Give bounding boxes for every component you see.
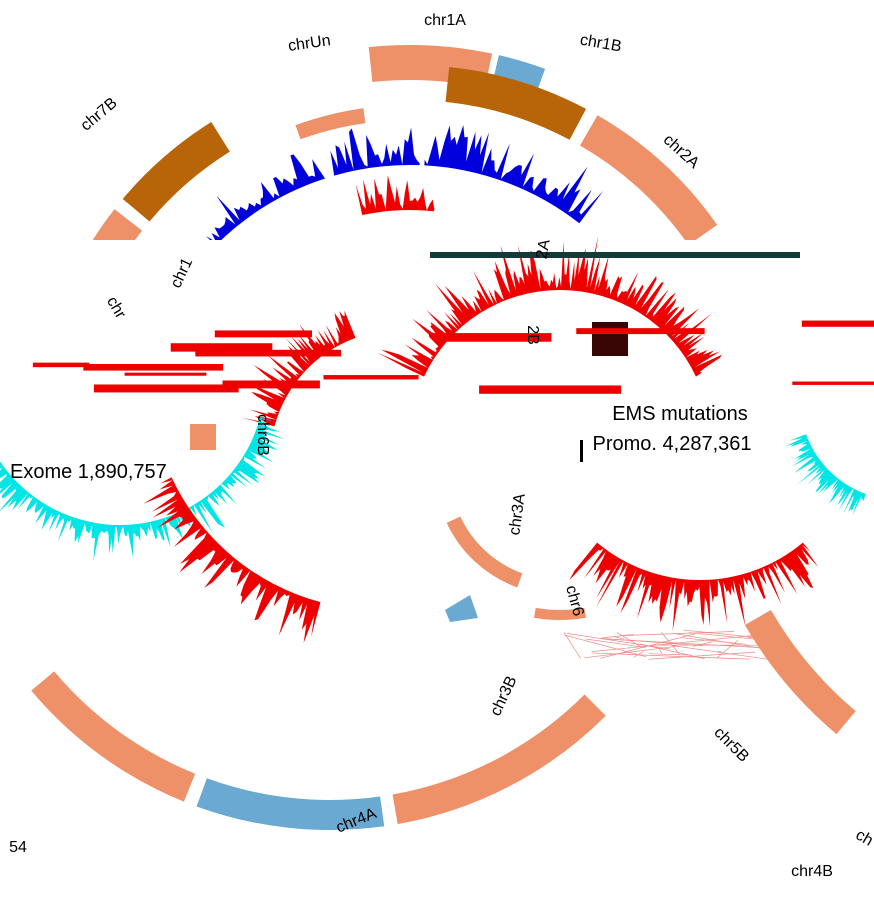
red-streak <box>33 363 90 368</box>
red-streak <box>94 384 239 392</box>
legend-swatch <box>190 424 216 450</box>
dark-block <box>592 322 628 356</box>
chromosome-arc <box>123 122 230 221</box>
legend-swatch <box>580 440 583 462</box>
red-streak <box>323 375 418 379</box>
histogram-track <box>569 543 818 632</box>
red-streak <box>479 385 621 393</box>
link-line <box>689 633 755 639</box>
histogram-track <box>356 175 435 215</box>
chromosome-arc <box>31 671 195 801</box>
red-streak <box>83 364 223 371</box>
chrom-label: chr2A <box>660 131 703 172</box>
legend-title: EMS mutations <box>612 403 748 425</box>
chrom-label: chr1A <box>424 12 466 29</box>
chrom-label: chrUn <box>287 32 332 55</box>
red-streak <box>792 382 874 385</box>
link-line <box>567 633 670 649</box>
histogram-track <box>143 477 320 643</box>
chromosome-arc <box>445 595 478 622</box>
chrom-label: chr7B <box>78 95 121 135</box>
legend-exome: Exome 1,890,757 <box>10 461 167 483</box>
chrom-label: 2A <box>533 238 553 261</box>
link-line <box>613 636 624 638</box>
chromosome-arc <box>745 610 856 734</box>
chrom-label: 2B <box>524 325 541 345</box>
legend-promoter: Promo. 4,287,361 <box>593 433 752 455</box>
histogram-track <box>0 418 285 561</box>
link-line <box>682 638 746 644</box>
link-line <box>592 634 770 652</box>
red-streak <box>215 330 312 337</box>
chromosome-arc <box>295 108 365 139</box>
chrom-label: chr1B <box>579 32 623 56</box>
red-streak <box>802 321 874 327</box>
link-line <box>716 640 738 658</box>
histogram-track <box>424 125 603 223</box>
chrom-label: chr3B <box>487 674 520 719</box>
circos-screenshot: chr1A chrUn chr1B chr7B chr2A chr1 chr 2… <box>0 0 874 920</box>
red-streak <box>125 373 207 376</box>
link-line <box>564 632 581 658</box>
chrom-label: chr5B <box>710 724 752 766</box>
histogram-track <box>786 434 866 516</box>
chrom-label: chr4B <box>791 863 833 880</box>
histogram-track <box>206 154 325 245</box>
chrom-label: chr6B <box>254 414 271 456</box>
chromosome-arc <box>580 115 717 245</box>
chrom-label: ch <box>853 827 874 850</box>
chrom-label: 54 <box>9 839 27 856</box>
red-streak <box>576 328 704 334</box>
histogram-track <box>330 127 419 175</box>
dark-band <box>430 252 800 258</box>
chrom-label: chr3A <box>506 492 529 536</box>
